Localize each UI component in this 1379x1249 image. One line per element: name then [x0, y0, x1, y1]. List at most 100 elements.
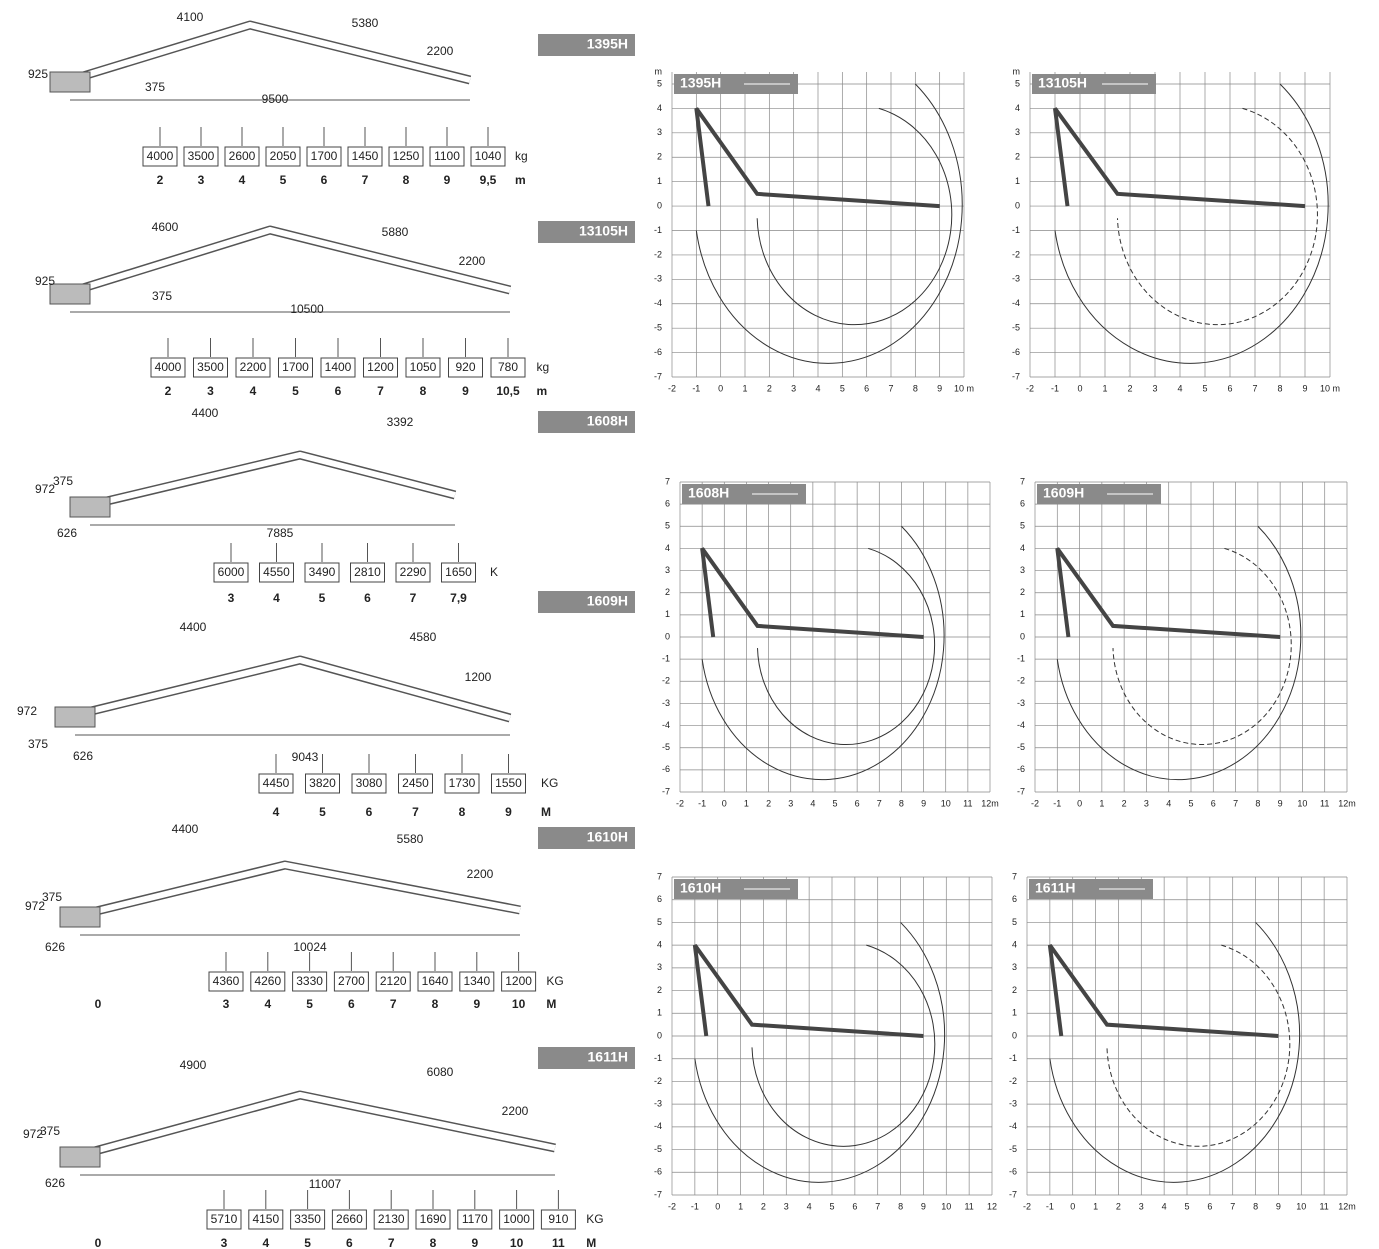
x-tick-label: 9	[937, 383, 942, 393]
load-box	[142, 146, 178, 167]
x-tick-label: 5	[1202, 383, 1207, 393]
reach-value: 8	[459, 805, 466, 819]
dimension: 7885	[267, 526, 294, 540]
y-tick-label: -5	[654, 1144, 662, 1154]
y-tick-label: -1	[654, 225, 662, 235]
load-value: 2050	[270, 149, 297, 163]
dimension: 626	[57, 526, 77, 540]
crane-boom-inner	[89, 451, 456, 508]
load-box	[470, 146, 506, 167]
load-box	[193, 357, 228, 378]
reach-value: 4	[250, 384, 257, 398]
load-box	[499, 1209, 535, 1230]
crane-base	[59, 1146, 101, 1168]
crane-base	[59, 906, 101, 928]
crane-sketch	[1053, 107, 1306, 209]
chart-tab	[674, 879, 798, 899]
dimension: 925	[35, 274, 55, 288]
reach-curve	[1056, 525, 1302, 781]
load-box	[363, 357, 398, 378]
load-box	[415, 1209, 451, 1230]
chart-tab	[674, 74, 798, 94]
load-value: 3500	[197, 360, 224, 374]
load-value: 1100	[434, 149, 460, 163]
load-value: 1700	[282, 360, 309, 374]
y-tick-label: 3	[665, 565, 670, 575]
dimension: 10024	[293, 940, 327, 954]
load-value: 4550	[263, 565, 290, 579]
load-value: 1040	[475, 149, 502, 163]
x-tick-label: 1	[1093, 1201, 1098, 1211]
load-unit: KG	[546, 974, 563, 988]
model-label: 13105H	[579, 223, 628, 239]
x-tick-label: 10	[941, 1201, 951, 1211]
load-box	[224, 146, 260, 167]
load-value: 910	[548, 1212, 568, 1226]
load-box	[305, 773, 340, 794]
load-box	[398, 773, 433, 794]
chart-tab	[1032, 74, 1156, 94]
reach-curve	[1106, 944, 1291, 1147]
load-box	[258, 773, 294, 794]
y-tick-label: 0	[657, 200, 662, 210]
dimension: 2200	[459, 254, 486, 268]
reach-value: 5	[280, 173, 287, 187]
load-box	[306, 146, 342, 167]
chart-label: 1608H	[688, 485, 729, 501]
x-tick-label: 10	[1296, 1201, 1306, 1211]
x-tick-label: 1	[738, 1201, 743, 1211]
load-box	[429, 146, 465, 167]
y-tick-label: -7	[1009, 1189, 1017, 1199]
y-tick-label: 7	[1020, 476, 1025, 486]
y-tick-label: 2	[1020, 587, 1025, 597]
dimension: 4100	[177, 10, 204, 24]
load-box	[444, 773, 480, 794]
reach-value: 6	[335, 384, 342, 398]
dimension: 9500	[262, 92, 289, 106]
reach-value: 4	[239, 173, 246, 187]
y-tick-label: 5	[657, 917, 662, 927]
dimension: 375	[28, 737, 48, 751]
x-tick-label: 2	[1127, 383, 1132, 393]
y-tick-label: 0	[1020, 631, 1025, 641]
reach-curve	[1112, 547, 1292, 746]
load-box	[457, 1209, 493, 1230]
reach-curve	[1117, 107, 1318, 326]
reach-value: 7	[390, 997, 397, 1011]
dimension: 5580	[397, 832, 424, 846]
crane-base	[69, 496, 111, 518]
chart-tab	[1029, 879, 1153, 899]
reach-value: 7	[377, 384, 384, 398]
x-tick-label: 3	[788, 798, 793, 808]
load-unit: K	[490, 565, 498, 579]
crane-boom-inner	[69, 21, 471, 83]
x-tick-label: 7	[877, 798, 882, 808]
y-tick-label: 5	[657, 78, 662, 88]
load-value: 5710	[211, 1212, 238, 1226]
x-tick-label: 12m	[1338, 798, 1356, 808]
x-tick-label: -2	[1031, 798, 1039, 808]
x-tick-label: 1	[742, 383, 747, 393]
y-tick-label: 3	[657, 127, 662, 137]
model-label: 1395H	[587, 36, 628, 52]
x-tick-label: 10	[941, 798, 951, 808]
load-box	[395, 562, 431, 583]
load-value: 1200	[505, 974, 532, 988]
crane-boom-inner	[74, 656, 511, 721]
y-tick-label: 4	[657, 103, 662, 113]
crane-boom-inner	[79, 861, 521, 918]
y-tick-label: -4	[654, 1121, 662, 1131]
load-box	[320, 357, 356, 378]
x-tick-label: 1	[744, 798, 749, 808]
load-box	[388, 146, 424, 167]
y-tick-label: -2	[1009, 1076, 1017, 1086]
x-tick-label: 0	[718, 383, 723, 393]
dimension: 972	[23, 1127, 43, 1141]
x-tick-label: 10 m	[954, 383, 974, 393]
y-tick-label: 4	[1015, 103, 1020, 113]
load-value: 3820	[309, 776, 336, 790]
x-tick-label: 6	[1227, 383, 1232, 393]
y-tick-label: 3	[1020, 565, 1025, 575]
dimension: 972	[17, 704, 37, 718]
y-tick-label: -5	[1009, 1144, 1017, 1154]
